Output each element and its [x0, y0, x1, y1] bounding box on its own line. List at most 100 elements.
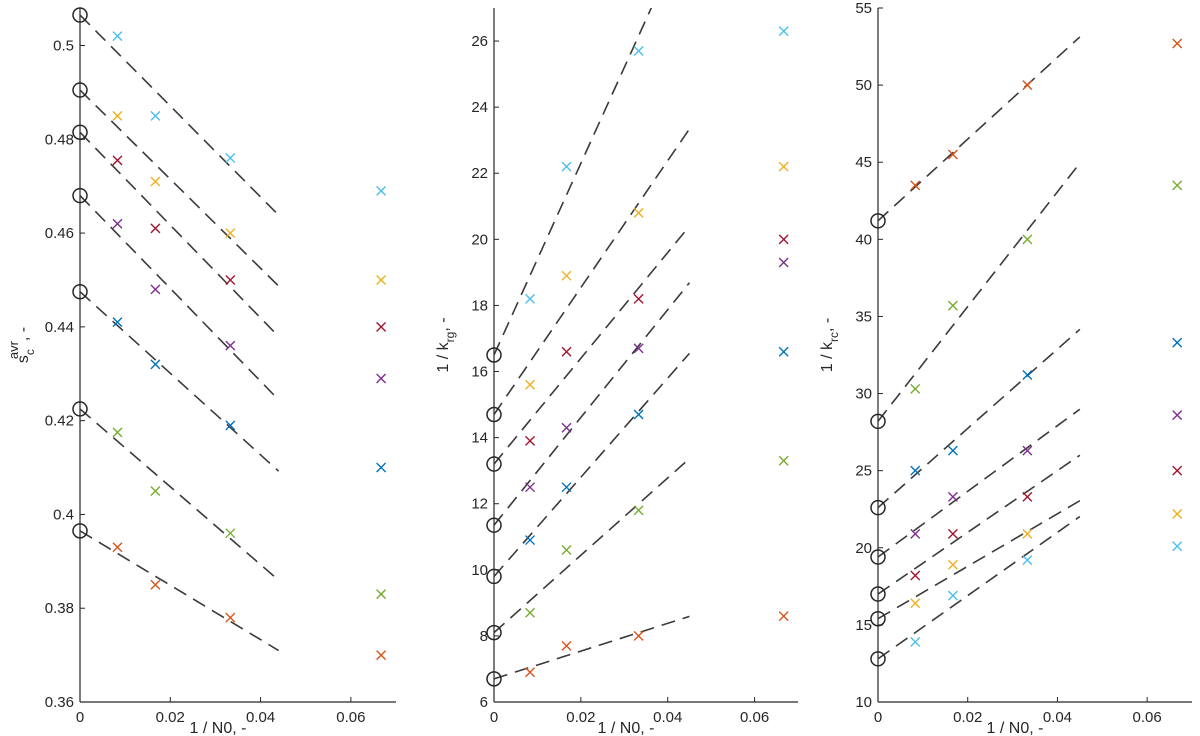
- fit-line: [878, 408, 1081, 558]
- data-point-cross: [376, 321, 387, 332]
- y-tick-label: 0.44: [45, 319, 74, 336]
- chart-panel-2: 0 0.02 0.04 0.06 6 8 10 12 14 16 18 20 22 24 26 1 / N0,…: [435, 8, 798, 736]
- intercept-marker: [72, 124, 88, 141]
- x-tick-label: 0: [76, 709, 84, 726]
- data-point-cross: [561, 482, 572, 493]
- data-point-cross: [112, 155, 123, 166]
- data-point-cross: [1022, 491, 1033, 502]
- fit-line: [494, 282, 691, 526]
- plot-area: [878, 36, 1183, 660]
- data-point-cross: [561, 544, 572, 555]
- data-point-cross: [1022, 528, 1033, 539]
- y-axis-label: 1 / krc, -: [819, 318, 841, 372]
- y-label-tail: , -: [15, 327, 32, 341]
- data-point-cross: [1172, 38, 1183, 49]
- intercept-marker: [870, 549, 886, 565]
- intercept-marker: [870, 499, 886, 516]
- data-point-cross: [633, 293, 644, 304]
- data-point-cross: [910, 383, 921, 394]
- data-point-cross: [561, 270, 572, 281]
- y-tick-label: 0.38: [45, 600, 74, 617]
- fit-line: [80, 89, 280, 287]
- data-point-cross: [778, 161, 789, 172]
- intercept-marker: [72, 187, 88, 204]
- y-axis-label: scavr, -: [6, 327, 37, 363]
- intercept-marker: [72, 7, 88, 23]
- y-tick-label: 0.46: [45, 225, 74, 242]
- y-tick-label: 26: [471, 33, 488, 50]
- fit-line: [80, 291, 280, 472]
- y-tick-label: 50: [855, 77, 872, 94]
- intercept-marker: [870, 610, 886, 627]
- x-axis-label: 1 / N0, -: [598, 720, 655, 736]
- y-tick-label: 15: [855, 617, 872, 634]
- fit-line: [494, 352, 691, 577]
- data-point-cross: [778, 455, 789, 466]
- data-point-cross: [561, 640, 572, 651]
- fit-line: [80, 530, 280, 652]
- y-tick-label: 10: [471, 562, 488, 579]
- y-tick-label: 30: [855, 386, 872, 403]
- data-point-cross: [947, 300, 958, 311]
- fit-line: [878, 454, 1081, 595]
- x-tick-label: 0.04: [246, 709, 275, 726]
- data-point-cross: [112, 218, 123, 229]
- y-tick-label: 16: [471, 364, 488, 381]
- data-point-cross: [633, 207, 644, 218]
- data-point-cross: [778, 611, 789, 622]
- data-point-cross: [1022, 370, 1033, 381]
- x-tick-label: 0.02: [156, 709, 185, 726]
- fit-line: [80, 408, 280, 581]
- y-label-main: s: [15, 355, 32, 363]
- x-tick-label: 0.04: [1043, 709, 1072, 726]
- y-tick-label: 10: [855, 694, 872, 711]
- intercept-marker: [486, 406, 502, 423]
- fit-line: [494, 615, 690, 680]
- y-axis-label: 1 / krg, -: [435, 317, 457, 372]
- x-tick-label: 0: [874, 709, 882, 726]
- data-point-cross: [910, 598, 921, 609]
- intercept-marker: [72, 82, 88, 98]
- y-label-tail: , -: [435, 317, 452, 331]
- y-tick-label: 22: [471, 165, 488, 182]
- data-point-cross: [150, 579, 161, 590]
- data-point-cross: [633, 409, 644, 420]
- data-point-cross: [633, 343, 644, 354]
- data-point-cross: [150, 223, 161, 234]
- data-point-cross: [525, 535, 536, 546]
- y-tick-label: 0.36: [45, 694, 74, 711]
- data-point-cross: [525, 607, 536, 618]
- data-point-cross: [947, 590, 958, 601]
- data-point-cross: [376, 462, 387, 473]
- data-point-cross: [633, 630, 644, 641]
- data-point-cross: [633, 505, 644, 516]
- x-tick-label: 0.06: [740, 709, 769, 726]
- data-point-cross: [225, 420, 236, 431]
- intercept-marker: [486, 517, 502, 533]
- y-tick-label: 20: [471, 231, 488, 248]
- data-point-cross: [561, 422, 572, 433]
- intercept-marker: [870, 413, 886, 430]
- data-point-cross: [1022, 445, 1033, 456]
- data-point-cross: [376, 185, 387, 196]
- data-point-cross: [150, 485, 161, 496]
- fit-line: [80, 195, 280, 401]
- intercept-marker: [486, 347, 502, 363]
- x-tick-label: 0.04: [653, 709, 682, 726]
- x-tick-label: 0.02: [566, 709, 595, 726]
- fit-line: [494, 128, 691, 415]
- data-point-cross: [112, 317, 123, 328]
- fit-line: [494, 458, 690, 634]
- x-axis-label: 1 / N0, -: [190, 720, 247, 736]
- y-label-subscript: rc: [827, 332, 841, 342]
- data-point-cross: [376, 589, 387, 600]
- data-point-cross: [150, 110, 161, 121]
- y-tick-label: 18: [471, 297, 488, 314]
- intercept-marker: [870, 651, 886, 667]
- intercept-marker: [486, 456, 502, 472]
- data-point-cross: [910, 636, 921, 647]
- fit-line: [878, 515, 1081, 660]
- data-point-cross: [376, 373, 387, 384]
- y-tick-label: 0.48: [45, 131, 74, 148]
